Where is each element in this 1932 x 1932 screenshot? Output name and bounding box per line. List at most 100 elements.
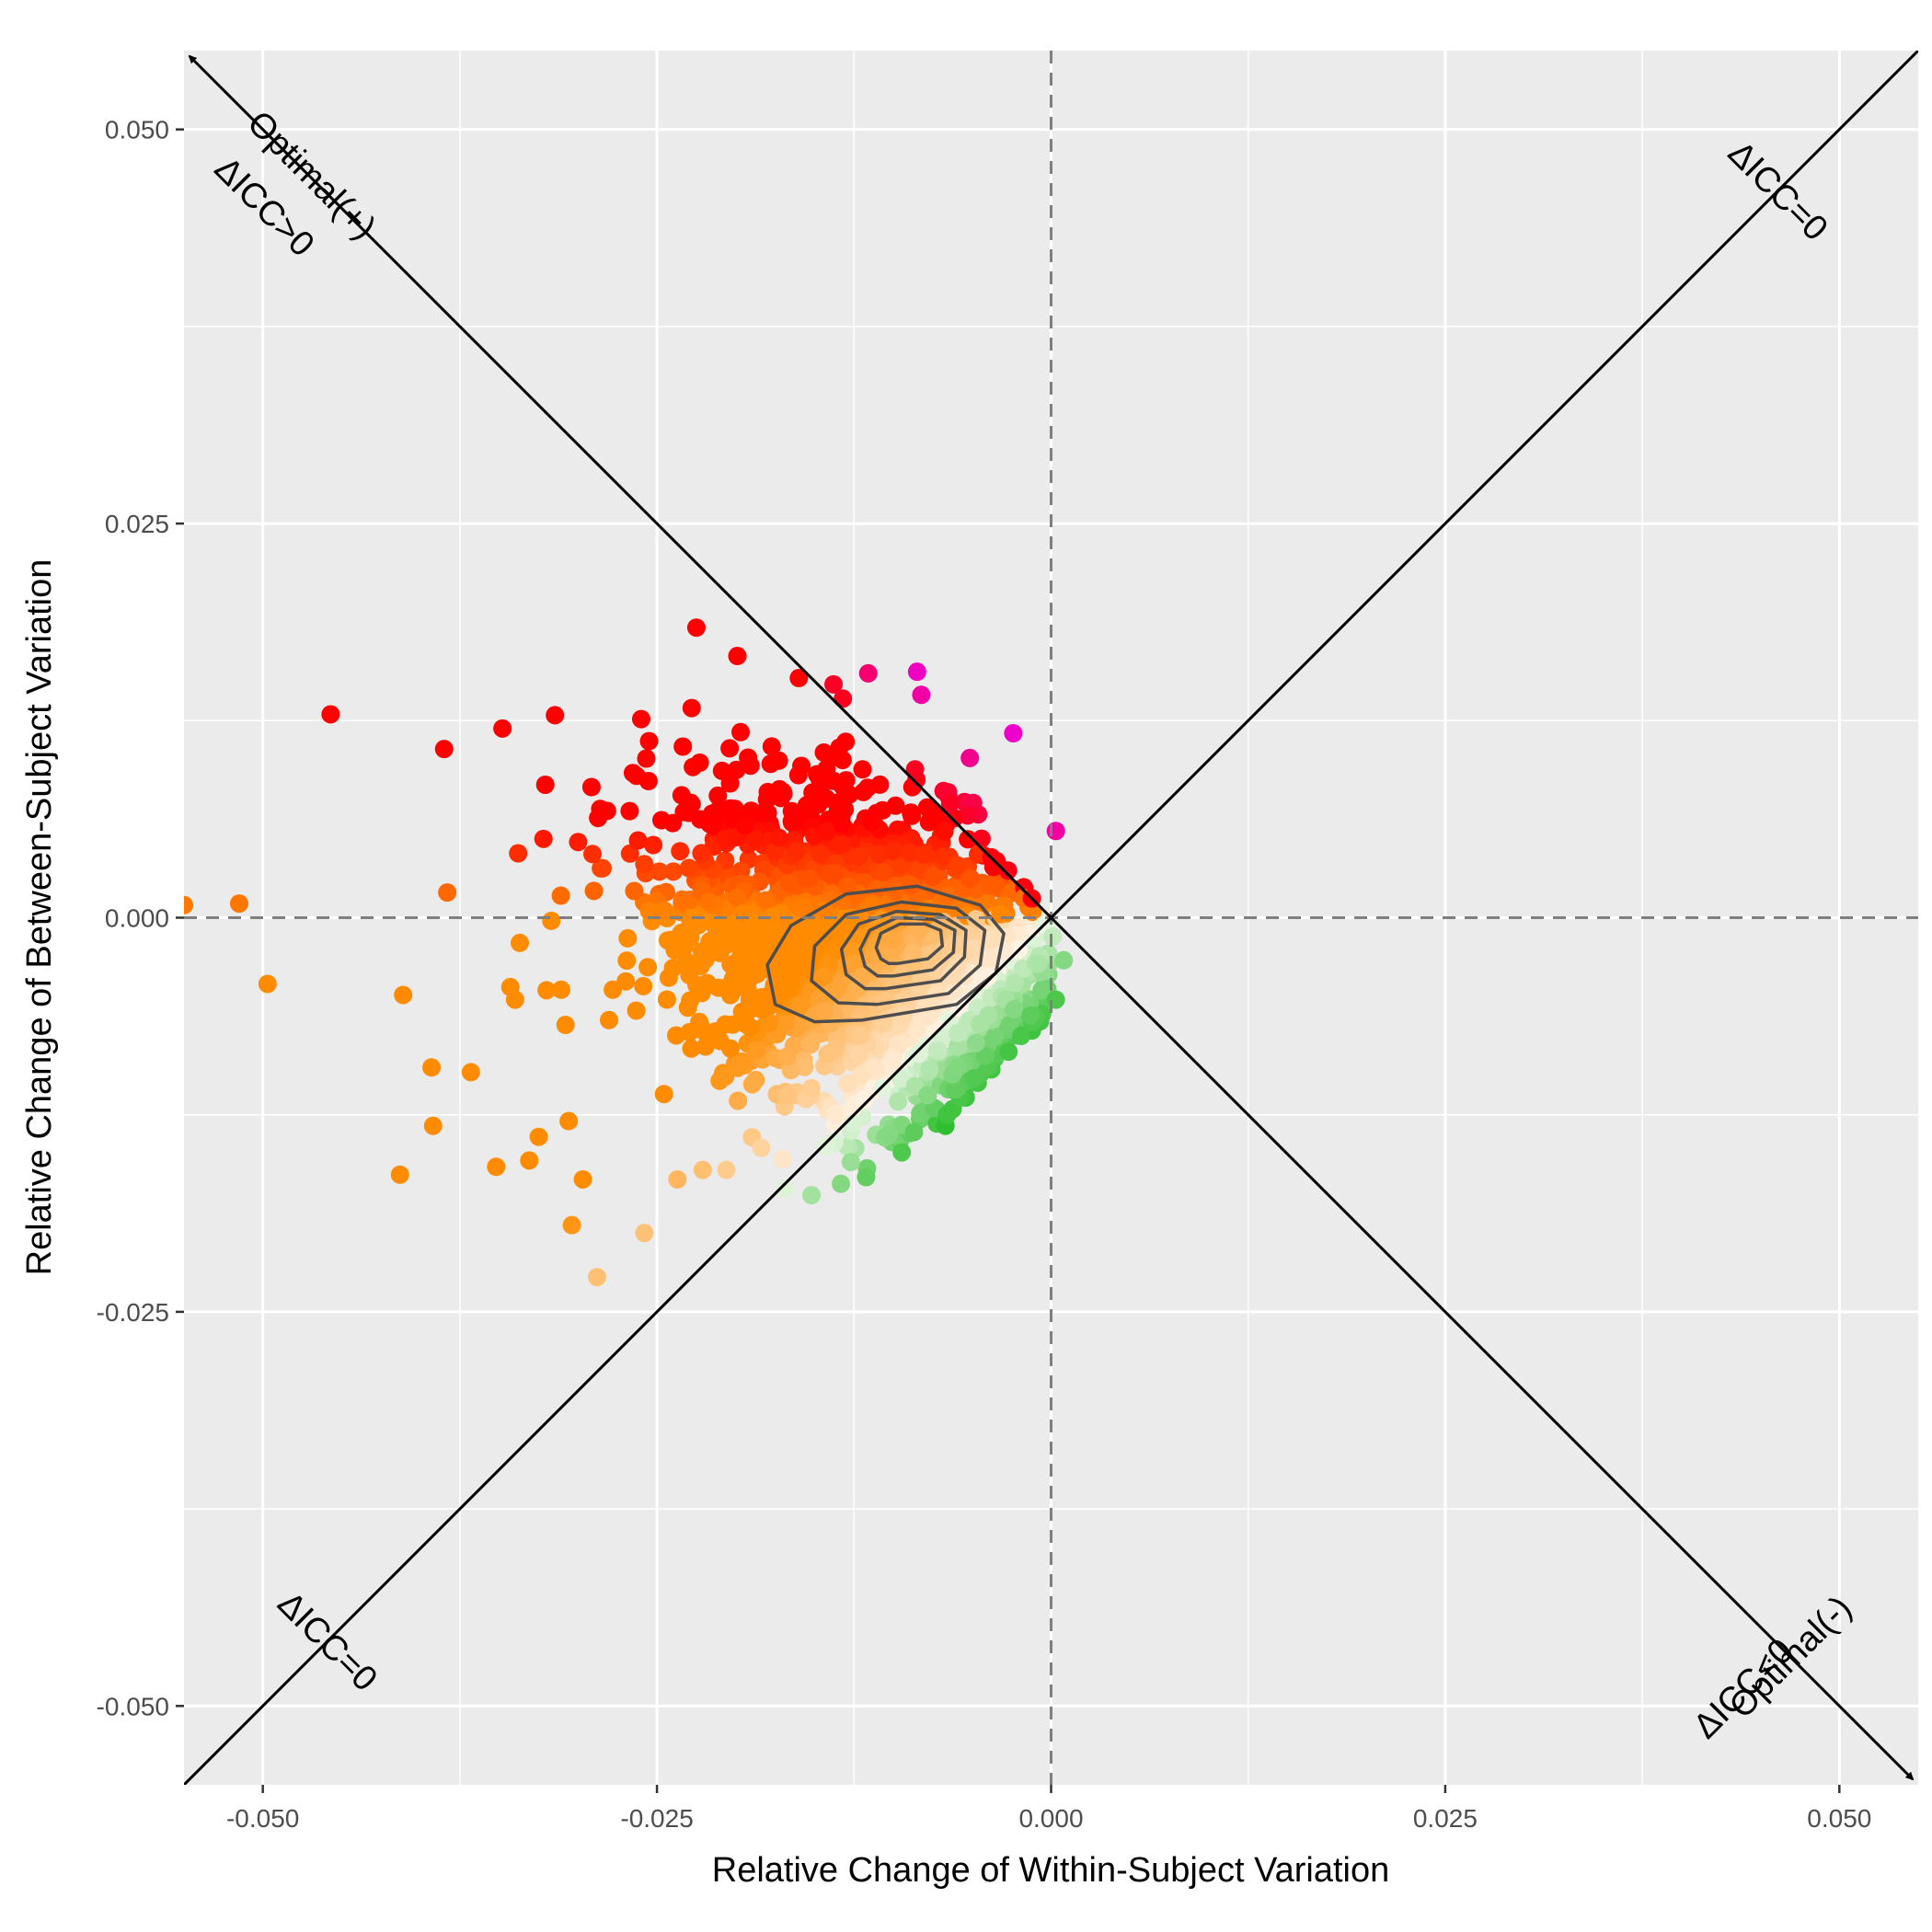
cloud-point-1812	[935, 822, 954, 841]
data-point-3	[321, 705, 340, 724]
cloud-point-1152	[762, 737, 781, 756]
y-axis-title: Relative Change of Between-Subject Varia…	[20, 559, 59, 1276]
x-axis-title: Relative Change of Within-Subject Variat…	[712, 1851, 1389, 1890]
cloud-point-1864	[680, 1023, 699, 1041]
data-point-11	[461, 1063, 480, 1082]
cloud-point-2025	[874, 862, 892, 881]
data-point-48	[627, 766, 646, 786]
cloud-point-2324	[814, 967, 834, 986]
cloud-point-2277	[832, 813, 851, 833]
cloud-point-1182	[960, 748, 980, 767]
data-point-25	[879, 1125, 898, 1144]
cloud-point-2320	[833, 751, 852, 770]
y-tick-label-3: 0.025	[105, 510, 169, 538]
cloud-point-2243	[758, 782, 777, 801]
y-tick-label-2: 0.000	[105, 904, 169, 933]
data-point-17	[562, 1215, 581, 1235]
cloud-point-2113	[966, 1033, 985, 1052]
cloud-point-1806	[773, 1150, 792, 1168]
optimal-arrow-line	[188, 54, 1915, 1781]
data-point-19	[635, 1224, 654, 1243]
data-point-34	[1046, 990, 1065, 1009]
cloud-point-2343	[979, 1006, 998, 1025]
cloud-point-2355	[780, 874, 799, 893]
cloud-point-2217	[1029, 954, 1048, 973]
data-point-47	[639, 731, 659, 751]
cloud-point-412	[654, 1085, 673, 1104]
data-point-45	[682, 698, 701, 718]
cloud-point-1683	[777, 1087, 797, 1106]
data-point-26	[904, 1122, 924, 1142]
cloud-point-2183	[902, 803, 921, 822]
cloud-point-1166	[618, 928, 638, 948]
cloud-point-2349	[800, 869, 820, 889]
cloud-point-2265	[721, 1039, 741, 1058]
cloud-point-2254	[743, 941, 763, 960]
x-tick-label-1: -0.025	[620, 1804, 693, 1833]
data-point-0	[184, 895, 193, 914]
data-point-31	[1011, 1027, 1030, 1046]
cloud-point-2330	[735, 1014, 754, 1033]
cloud-point-1939	[697, 973, 717, 993]
cloud-point-2240	[909, 1044, 928, 1064]
data-point-14	[529, 1127, 548, 1146]
cloud-point-2341	[849, 1045, 868, 1064]
cloud-point-1471	[788, 765, 808, 785]
cloud-point-1351	[627, 1001, 646, 1020]
cloud-point-1660	[707, 1022, 726, 1041]
optimal-direction-line	[188, 54, 1915, 1781]
data-point-24	[841, 1153, 860, 1172]
cloud-point-1917	[786, 811, 805, 831]
cloud-point-1930	[727, 760, 746, 779]
y-tick-label-1: -0.025	[97, 1298, 169, 1327]
cloud-point-2339	[1005, 973, 1024, 993]
cloud-point-1790	[671, 842, 690, 861]
y-tick-label-4: 0.050	[105, 116, 169, 144]
x-tick-label-3: 0.025	[1413, 1804, 1478, 1833]
data-point-49	[591, 799, 610, 819]
cloud-point-2161	[729, 924, 748, 943]
cloud-point-2233	[884, 841, 903, 860]
cloud-point-2266	[838, 1074, 857, 1093]
cloud-point-2014	[680, 965, 699, 984]
cloud-point-2121	[673, 737, 693, 756]
cloud-point-1173	[625, 881, 644, 901]
data-point-1	[229, 894, 248, 914]
cloud-point-1616	[980, 876, 999, 895]
cloud-point-2296	[735, 816, 754, 835]
data-point-10	[438, 883, 457, 903]
cloud-point-2177	[858, 778, 878, 798]
cloud-point-2319	[815, 1002, 834, 1021]
data-point-29	[964, 1069, 983, 1088]
data-point-38	[1004, 724, 1023, 743]
data-point-53	[584, 881, 604, 901]
cloud-point-1296	[581, 777, 601, 797]
cloud-point-2284	[701, 941, 720, 960]
cloud-point-2245	[811, 845, 830, 864]
cloud-point-2297	[850, 1007, 869, 1027]
data-point-23	[802, 1186, 822, 1205]
cloud-point-2049	[707, 801, 727, 821]
data-point-7	[423, 1116, 443, 1135]
data-point-32	[1021, 1006, 1041, 1025]
data-point-30	[999, 1042, 1018, 1062]
data-point-50	[569, 833, 588, 852]
x-tick-label-2: 0.000	[1018, 1804, 1083, 1833]
cloud-point-2338	[753, 1000, 771, 1019]
cloud-point-1493	[972, 829, 991, 848]
data-point-4	[434, 740, 454, 759]
data-point-5	[493, 719, 512, 738]
x-tick-label-4: 0.050	[1807, 1804, 1871, 1833]
cloud-point-411	[659, 968, 678, 987]
cloud-point-1647	[747, 1041, 766, 1060]
cloud-point-2267	[777, 1047, 797, 1066]
cloud-point-1595	[679, 858, 698, 878]
cloud-point-387	[617, 951, 637, 971]
data-point-43	[728, 647, 747, 666]
cloud-point-2261	[769, 828, 788, 847]
data-point-54	[542, 911, 561, 930]
data-point-63	[682, 795, 701, 814]
y-tick-label-0: -0.050	[97, 1692, 169, 1720]
data-point-62	[663, 813, 683, 833]
